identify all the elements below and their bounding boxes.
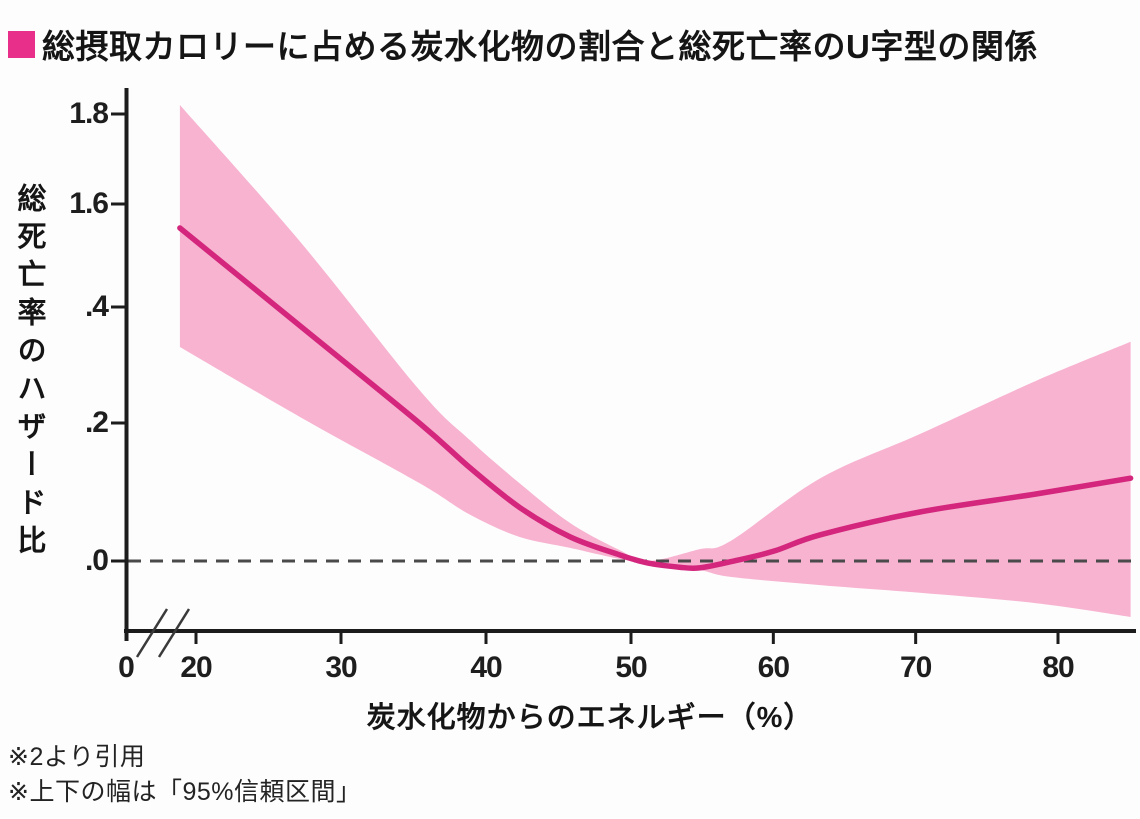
axis-break-slash	[135, 608, 169, 658]
footnote-source: ※2より引用	[8, 743, 146, 771]
x-tick-label: 40	[470, 651, 502, 684]
confidence-band	[179, 105, 1131, 617]
x-axis-title: 炭水化物からのエネルギー（%）	[366, 702, 814, 734]
footnote-confidence-interval: ※上下の幅は「95%信頼区間」	[8, 778, 362, 806]
title-row: 総摂取カロリーに占める炭水化物の割合と総死亡率のU字型の関係	[8, 20, 1038, 68]
y-axis-title: 総死亡率のハザード比	[13, 183, 45, 563]
x-tick-label: 80	[1042, 651, 1074, 684]
x-tick-label: 70	[899, 651, 932, 684]
x-tick-label: 30	[325, 651, 357, 684]
chart-title: 総摂取カロリーに占める炭水化物の割合と総死亡率のU字型の関係	[42, 28, 1038, 65]
hazard-ratio-curve	[177, 225, 1134, 572]
x-tick-label: 0	[118, 651, 135, 684]
x-tick-label: 50	[615, 651, 647, 684]
y-tick-label: .0	[84, 544, 109, 577]
axis-break-slash	[157, 608, 191, 658]
y-tick-label: .2	[84, 406, 109, 439]
y-tick-label: .4	[84, 290, 109, 323]
y-tick-label: 1.6	[69, 187, 109, 220]
x-tick-label: 20	[180, 651, 212, 684]
title-bullet-square	[8, 30, 35, 58]
y-tick-label: 1.8	[69, 97, 109, 130]
x-tick-label: 60	[757, 651, 790, 684]
